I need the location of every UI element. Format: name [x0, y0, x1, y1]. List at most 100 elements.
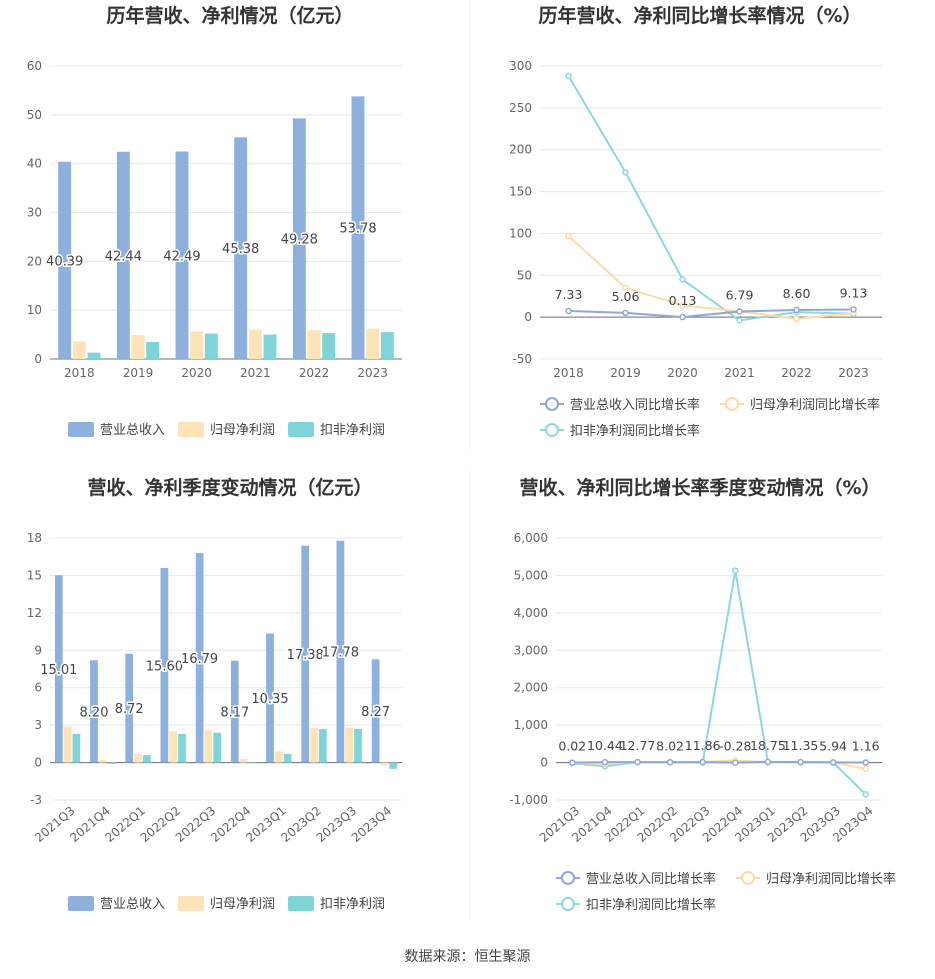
chart-panel-1: 历年营收、净利情况（亿元） 0 10 20 30 40 50 60 2018 2019 2020 20… — [27, 4, 402, 438]
bar-1 — [230, 660, 239, 763]
y-tick-label: 300 — [509, 59, 532, 73]
data-label: 8.20 — [80, 705, 109, 720]
bar-1 — [116, 151, 130, 359]
data-label: 11.86 — [685, 738, 721, 753]
data-label: -0.28 — [719, 739, 751, 754]
legend-swatch — [288, 422, 314, 437]
y-tick-label: 3,000 — [514, 643, 548, 657]
y-tick-label: 100 — [509, 226, 532, 240]
series-point-2 — [862, 765, 869, 773]
data-label: 49.28 — [281, 233, 318, 248]
bar-3 — [107, 762, 116, 764]
bar-2 — [239, 758, 248, 763]
legend-swatch — [288, 896, 314, 911]
legend-label: 扣非净利润同比增长率 — [570, 423, 700, 439]
series-point-1 — [679, 313, 686, 321]
series-line-1 — [568, 308, 854, 319]
bar-3 — [72, 733, 81, 763]
bar-3 — [318, 728, 327, 763]
bar-2 — [190, 331, 204, 359]
data-label: 53.78 — [339, 222, 376, 237]
bar-1 — [195, 553, 204, 763]
legend-label: 归母净利润同比增长率 — [750, 397, 880, 413]
y-tick-label: -1,000 — [509, 793, 548, 807]
y-tick-label: 20 — [27, 254, 42, 268]
series-point-1 — [569, 759, 576, 766]
legend-label: 归母净利润 — [210, 897, 275, 912]
data-label: 16.79 — [181, 652, 218, 667]
data-label: 42.44 — [105, 249, 142, 264]
series-point-1 — [622, 309, 629, 317]
y-tick-label: 0 — [34, 352, 42, 366]
y-tick-label: 0 — [540, 756, 548, 770]
legend-label: 营业总收入 — [100, 897, 165, 912]
y-tick-label: 30 — [27, 206, 42, 220]
legend-label: 扣非净利润同比增长率 — [586, 897, 716, 913]
data-label: 7.33 — [555, 287, 583, 302]
legend-label: 归母净利润同比增长率 — [766, 871, 896, 887]
data-label: 6.79 — [726, 287, 754, 302]
bar-1 — [234, 137, 248, 359]
y-tick-label: 5,000 — [514, 568, 548, 582]
bar-3 — [178, 733, 186, 763]
bar-1 — [336, 540, 345, 763]
data-label: 10.35 — [251, 692, 288, 707]
data-label: 15.01 — [40, 663, 77, 678]
data-label: 8.27 — [361, 705, 390, 720]
data-label: 18.75 — [750, 738, 786, 753]
bar-1 — [351, 96, 365, 360]
series-point-1 — [601, 758, 609, 766]
series-point-3 — [565, 72, 572, 80]
series-point-2 — [793, 315, 800, 323]
x-tick-label: 2022 — [299, 366, 330, 380]
legend-marker — [545, 397, 559, 411]
x-tick-label: 2023Q4 — [349, 804, 394, 845]
legend-swatch — [178, 896, 204, 911]
bar-2 — [204, 730, 213, 763]
bar-3 — [204, 333, 218, 359]
series-point-1 — [793, 306, 800, 314]
series-point-1 — [764, 758, 772, 766]
data-label: 8.60 — [783, 286, 811, 301]
series-point-2 — [622, 284, 629, 292]
legend-marker — [561, 897, 575, 911]
data-label: 8.02 — [656, 738, 684, 753]
bar-3 — [354, 728, 362, 763]
bar-3 — [389, 762, 398, 769]
legend-label: 营业总收入同比增长率 — [586, 871, 716, 887]
y-tick-label: 250 — [509, 101, 532, 115]
data-label: 40.39 — [46, 254, 83, 269]
bar-3 — [146, 341, 160, 359]
legend-swatch — [68, 422, 94, 437]
data-label: 42.49 — [163, 249, 200, 264]
data-label: 45.38 — [222, 242, 259, 257]
series-point-1 — [829, 759, 837, 766]
y-tick-label: 6 — [34, 681, 42, 695]
series-point-2 — [565, 232, 572, 240]
legend-marker — [561, 871, 575, 885]
series-line-1 — [572, 760, 866, 764]
chart-title: 历年营收、净利情况（亿元） — [106, 4, 353, 27]
data-label: 11.35 — [783, 738, 819, 753]
series-point-1 — [732, 759, 739, 766]
data-label: 0.13 — [669, 293, 697, 308]
bar-2 — [366, 328, 380, 359]
y-tick-label: 0 — [34, 756, 42, 770]
data-label: 15.60 — [146, 659, 183, 674]
y-tick-label: 200 — [509, 143, 532, 157]
series-point-3 — [732, 567, 739, 574]
series-line-2 — [567, 235, 854, 320]
data-label: 8.72 — [115, 702, 144, 717]
y-tick-label: 50 — [517, 268, 532, 282]
y-tick-label: 0 — [524, 310, 532, 324]
bar-1 — [125, 653, 134, 763]
bar-1 — [301, 545, 310, 763]
bar-1 — [266, 633, 274, 763]
y-tick-label: 18 — [27, 531, 42, 545]
bar-2 — [248, 329, 262, 359]
x-tick-label: 2018 — [553, 366, 584, 380]
series-point-1 — [666, 759, 674, 766]
bar-1 — [160, 567, 169, 763]
